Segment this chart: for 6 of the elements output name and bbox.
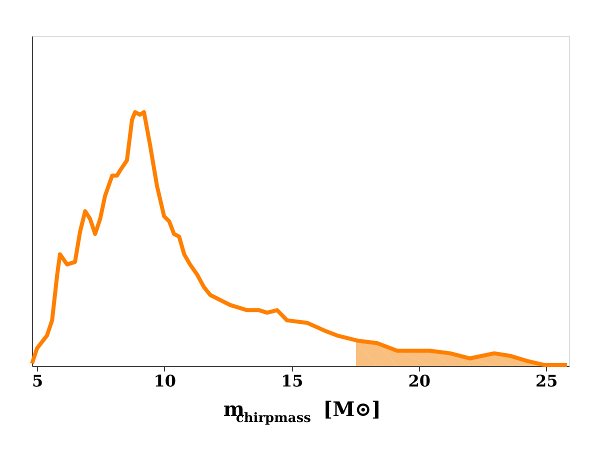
x-tick-label: 5 xyxy=(32,372,44,390)
x-axis-title: mchirpmass [M⊙] xyxy=(223,397,381,426)
x-tick-label: 15 xyxy=(280,372,304,390)
x-tick-label: 10 xyxy=(154,372,176,390)
x-tick-label: 25 xyxy=(535,372,558,390)
x-tick-label: 20 xyxy=(408,372,430,390)
